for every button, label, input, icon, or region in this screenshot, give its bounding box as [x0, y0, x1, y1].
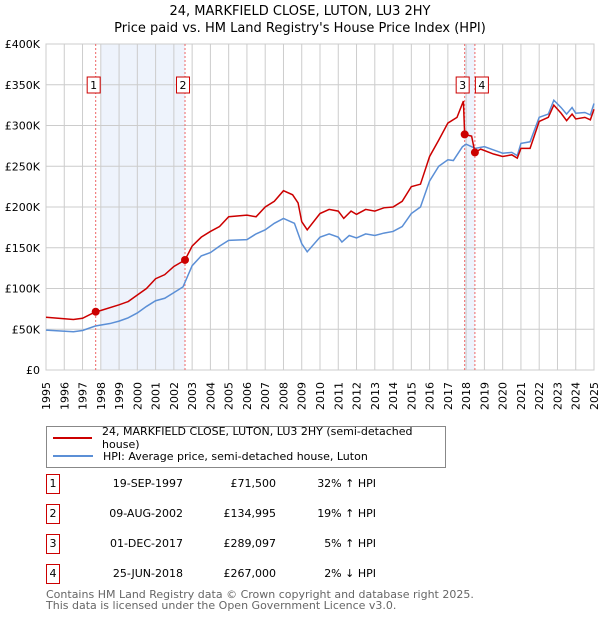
x-tick-label: 2011: [332, 382, 345, 410]
series-line: [45, 100, 595, 321]
sale-marker-label: 4: [478, 79, 485, 92]
legend-blue-line: [53, 455, 93, 457]
sale-point: [91, 307, 100, 316]
y-tick-label: £100K: [5, 283, 41, 296]
sale-hpi-diff: 32% ↑ HPI: [317, 477, 376, 490]
x-tick-label: 2024: [570, 382, 583, 410]
sale-row: 3 01-DEC-2017 £289,097 5% ↑ HPI: [46, 534, 466, 554]
x-tick-label: 2000: [131, 382, 144, 410]
plot-frame: [45, 43, 595, 371]
sale-marker-label: 3: [459, 79, 466, 92]
legend: 24, MARKFIELD CLOSE, LUTON, LU3 2HY (sem…: [46, 425, 446, 468]
sale-hpi-diff: 19% ↑ HPI: [317, 507, 376, 520]
x-tick-label: 2019: [478, 382, 491, 410]
x-tick-label: 2016: [424, 382, 437, 410]
sale-marker-label: 2: [180, 79, 187, 92]
sale-row: 2 09-AUG-2002 £134,995 19% ↑ HPI: [46, 504, 466, 524]
legend-label-property: 24, MARKFIELD CLOSE, LUTON, LU3 2HY (sem…: [102, 425, 413, 451]
y-tick-label: £0: [26, 364, 40, 377]
x-tick-label: 2015: [405, 382, 418, 410]
x-tick-label: 2020: [497, 382, 510, 410]
x-tick-label: 1997: [77, 382, 90, 410]
sale-hpi-diff: 5% ↑ HPI: [324, 537, 376, 550]
sale-price: £267,000: [223, 567, 277, 580]
x-tick-label: 1998: [95, 382, 108, 410]
sale-date: 25-JUN-2018: [112, 567, 183, 580]
sale-price: £289,097: [223, 537, 277, 550]
sale-marker-label: 4: [46, 564, 60, 584]
sale-price: £71,500: [230, 477, 277, 490]
y-tick-label: £250K: [5, 160, 41, 173]
x-tick-label: 2017: [442, 382, 455, 410]
sale-marker-label: 2: [46, 504, 60, 524]
x-tick-label: 1995: [40, 382, 53, 410]
sale-date: 01-DEC-2017: [109, 537, 183, 550]
sale-marker-label: 1: [90, 79, 97, 92]
sale-point: [460, 130, 469, 139]
x-tick-label: 2010: [314, 382, 327, 410]
footer-line-1: Contains HM Land Registry data © Crown c…: [46, 588, 474, 601]
sale-marker-label: 3: [46, 534, 60, 554]
sale-marker-box: [176, 76, 191, 94]
x-tick-label: 1996: [58, 382, 71, 410]
x-tick-label: 2007: [259, 382, 272, 410]
sale-date: 19-SEP-1997: [112, 477, 183, 490]
y-tick-label: £50K: [12, 323, 41, 336]
sale-point: [181, 255, 190, 264]
sale-row: 4 25-JUN-2018 £267,000 2% ↓ HPI: [46, 564, 466, 584]
series-line: [45, 98, 595, 333]
x-tick-label: 2008: [277, 382, 290, 410]
x-tick-label: 2009: [296, 382, 309, 410]
footer: Contains HM Land Registry data © Crown c…: [46, 589, 474, 611]
sale-marker-box: [474, 76, 489, 94]
legend-red-line: [53, 437, 93, 439]
x-tick-label: 2021: [515, 382, 528, 410]
y-tick-label: £150K: [5, 242, 41, 255]
sale-marker-box: [86, 76, 101, 94]
x-tick-label: 2018: [460, 382, 473, 410]
price-chart: 1995 1996 1997 1998 1999 2000 2001 2002 2003 2004…: [5, 38, 600, 410]
sale-date: 09-AUG-2002: [109, 507, 183, 520]
x-tick-label: 2014: [387, 382, 400, 410]
y-tick-label: £350K: [5, 79, 41, 92]
y-tick-label: £300K: [5, 120, 41, 133]
x-tick-label: 2003: [186, 382, 199, 410]
footer-line-2: This data is licensed under the Open Gov…: [46, 599, 397, 612]
sale-hpi-diff: 2% ↓ HPI: [324, 567, 376, 580]
sale-marker-label: 1: [46, 474, 60, 494]
sale-row: 1 19-SEP-1997 £71,500 32% ↑ HPI: [46, 474, 466, 494]
x-tick-label: 2004: [204, 382, 217, 410]
x-tick-label: 1999: [113, 382, 126, 410]
x-tick-label: 2023: [551, 382, 564, 410]
legend-label-hpi: HPI: Average price, semi-detached house,…: [103, 449, 368, 463]
sale-price: £134,995: [223, 507, 277, 520]
sale-marker-box: [455, 76, 470, 94]
x-tick-label: 2002: [168, 382, 181, 410]
x-tick-label: 2025: [588, 382, 600, 410]
y-tick-label: £200K: [5, 201, 41, 214]
x-tick-label: 2013: [369, 382, 382, 410]
y-tick-label: £400K: [5, 38, 41, 51]
x-tick-label: 2001: [150, 382, 163, 410]
x-tick-label: 2005: [223, 382, 236, 410]
x-tick-label: 2022: [533, 382, 546, 410]
chart-title: 24, MARKFIELD CLOSE, LUTON, LU3 2HY: [169, 4, 431, 19]
x-tick-label: 2012: [351, 382, 364, 410]
chart-subtitle: Price paid vs. HM Land Registry's House …: [114, 21, 486, 36]
x-tick-label: 2006: [241, 382, 254, 410]
sale-point: [470, 148, 479, 157]
